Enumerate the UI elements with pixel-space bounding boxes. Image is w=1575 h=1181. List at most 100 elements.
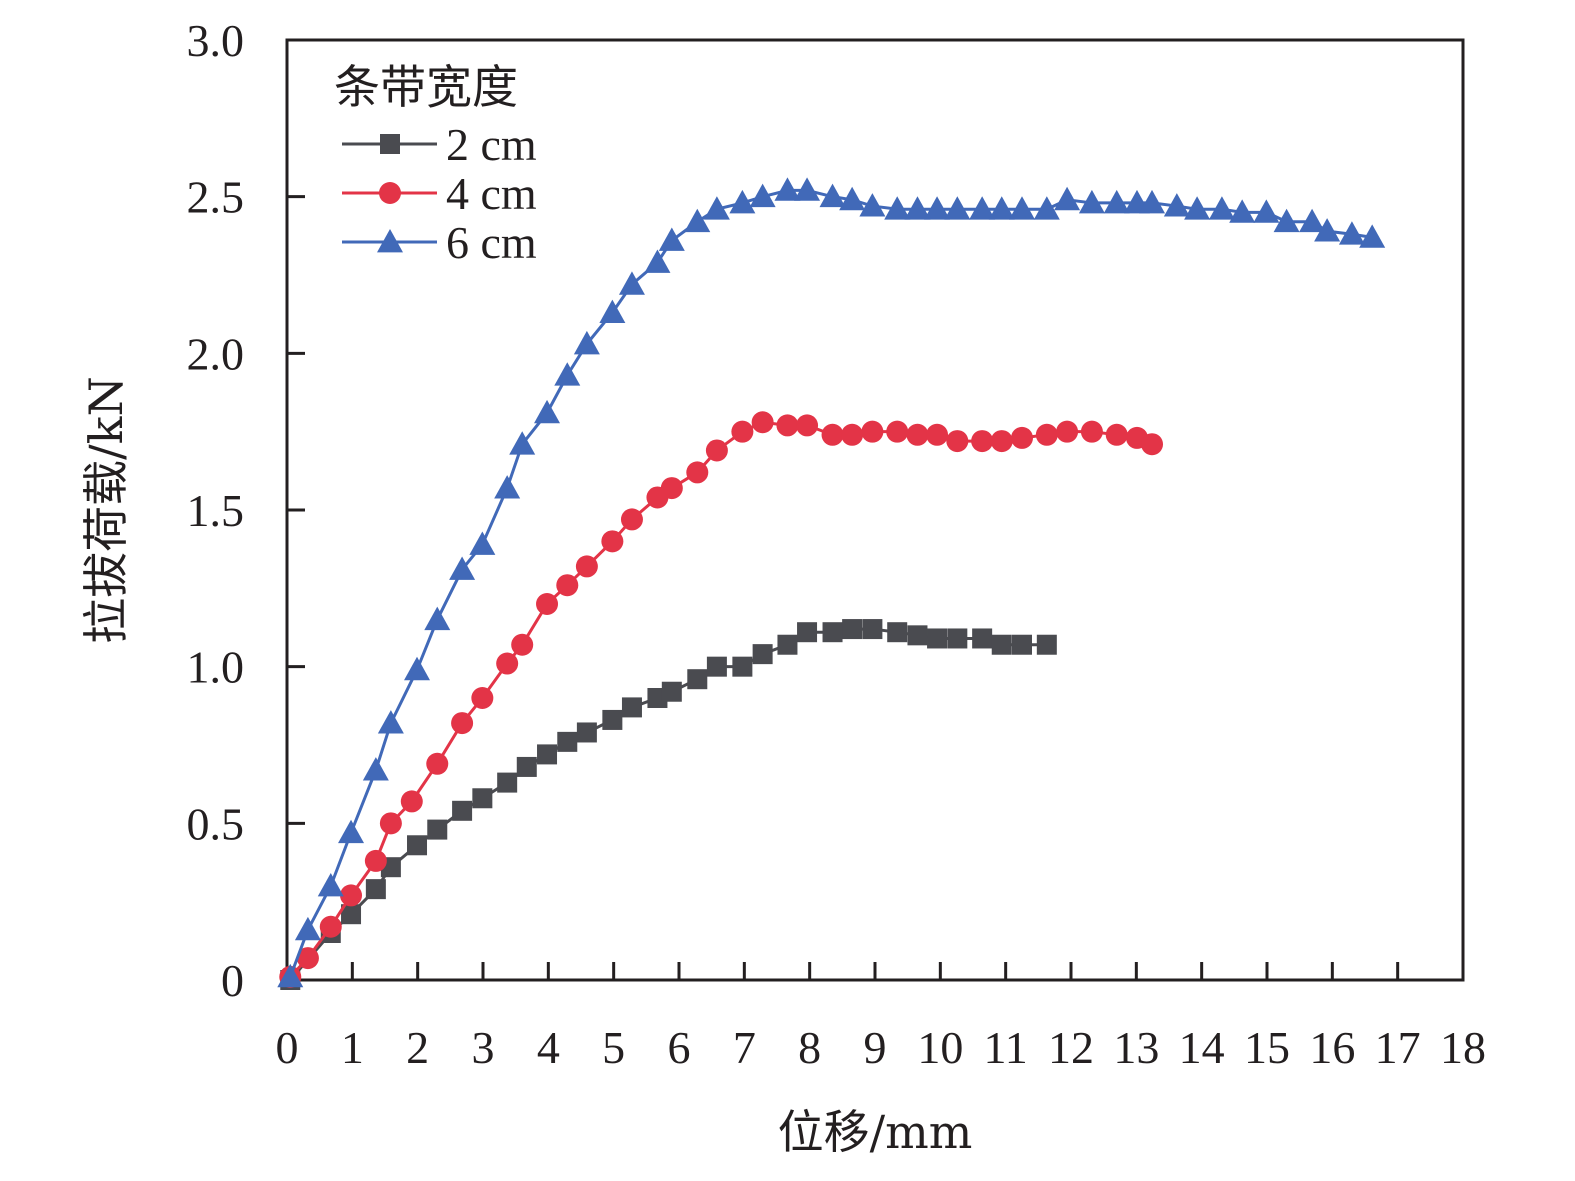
legend-item-2cm: 2 cm	[342, 119, 537, 170]
x-tick-label: 14	[1179, 1022, 1225, 1073]
data-point-4cm	[686, 461, 709, 484]
data-point-4cm	[946, 430, 969, 453]
series-6cm	[277, 177, 1386, 988]
data-point-4cm	[471, 687, 494, 709]
data-point-2cm	[365, 879, 386, 900]
data-point-4cm	[1105, 423, 1128, 446]
data-point-6cm	[944, 196, 971, 220]
data-point-2cm	[497, 772, 518, 793]
data-point-4cm	[511, 633, 534, 656]
data-point-4cm	[821, 423, 844, 446]
x-tick-label: 7	[733, 1022, 756, 1073]
x-tick-label: 9	[864, 1022, 887, 1073]
data-point-4cm	[1056, 420, 1079, 443]
data-point-2cm	[797, 622, 818, 643]
legend-marker	[380, 134, 400, 154]
data-point-6cm	[703, 196, 730, 220]
data-point-2cm	[1012, 634, 1032, 655]
x-tick-label: 5	[602, 1022, 625, 1073]
data-point-6cm	[449, 556, 476, 580]
data-point-2cm	[947, 628, 968, 649]
data-point-6cm	[317, 873, 344, 897]
data-point-6cm	[362, 757, 389, 781]
x-tick-label: 1	[341, 1022, 364, 1073]
data-point-6cm	[774, 177, 801, 201]
data-point-6cm	[469, 531, 496, 555]
data-point-2cm	[661, 681, 682, 702]
data-point-2cm	[907, 625, 928, 646]
data-point-4cm	[660, 477, 683, 500]
data-point-6cm	[618, 271, 645, 295]
data-point-6cm	[573, 330, 600, 355]
data-point-4cm	[886, 420, 909, 443]
data-point-2cm	[602, 709, 623, 730]
data-point-4cm	[426, 752, 449, 775]
data-point-6cm	[1163, 193, 1190, 217]
y-tick-label: 3.0	[187, 15, 245, 66]
data-point-2cm	[537, 744, 558, 765]
data-point-2cm	[621, 697, 642, 718]
series-line-6cm	[288, 188, 1373, 978]
data-point-2cm	[927, 628, 948, 649]
x-tick-label: 10	[917, 1022, 963, 1073]
data-point-4cm	[496, 652, 519, 675]
data-point-6cm	[1299, 208, 1326, 233]
x-axis-ticks: 0 1 2 3 4 5 6 7 8 9 10 11 12 13 14 15 16 17 18	[276, 962, 1486, 1073]
data-point-6cm	[969, 196, 996, 220]
legend-label: 6 cm	[446, 217, 537, 268]
data-point-6cm	[1253, 199, 1280, 223]
series-4cm	[279, 411, 1164, 988]
data-point-6cm	[988, 196, 1015, 220]
data-point-6cm	[794, 177, 821, 201]
data-point-6cm	[599, 299, 626, 323]
y-tick-label: 2.0	[187, 328, 245, 379]
x-tick-label: 4	[537, 1022, 560, 1073]
y-tick-label: 0	[221, 955, 244, 1006]
data-point-2cm	[706, 656, 727, 677]
data-point-4cm	[379, 812, 402, 835]
data-point-4cm	[731, 420, 754, 443]
data-point-4cm	[536, 593, 559, 615]
data-point-4cm	[1080, 420, 1103, 443]
data-point-2cm	[887, 622, 908, 643]
data-point-4cm	[319, 915, 342, 938]
data-point-2cm	[557, 731, 578, 752]
legend-title: 条带宽度	[334, 60, 518, 114]
data-point-2cm	[972, 628, 993, 649]
data-point-6cm	[924, 196, 951, 220]
x-tick-label: 15	[1244, 1022, 1290, 1073]
data-point-6cm	[904, 196, 931, 220]
data-point-6cm	[494, 475, 521, 499]
data-point-4cm	[364, 849, 387, 872]
legend: 条带宽度 2 cm4 cm6 cm	[334, 60, 537, 268]
data-point-6cm	[684, 208, 711, 233]
data-point-6cm	[839, 186, 866, 211]
data-point-6cm	[1314, 218, 1341, 242]
data-point-6cm	[749, 183, 776, 208]
data-point-2cm	[427, 819, 448, 840]
data-point-2cm	[472, 788, 493, 809]
data-point-4cm	[575, 555, 598, 578]
series-2cm	[280, 619, 1057, 990]
data-point-2cm	[732, 656, 753, 677]
y-tick-label: 2.5	[187, 172, 245, 223]
series-line-4cm	[289, 420, 1153, 978]
data-point-4cm	[971, 430, 994, 453]
legend-item-4cm: 4 cm	[342, 168, 537, 219]
x-tick-label: 16	[1309, 1022, 1355, 1073]
data-point-6cm	[1338, 221, 1365, 245]
data-point-4cm	[400, 790, 423, 813]
data-point-6cm	[424, 606, 451, 631]
data-point-2cm	[576, 722, 597, 743]
data-point-6cm	[1359, 224, 1386, 248]
x-axis-title: 位移/mm	[778, 1105, 973, 1159]
data-point-2cm	[862, 619, 883, 640]
data-point-6cm	[859, 193, 886, 217]
x-tick-label: 8	[798, 1022, 821, 1073]
data-point-4cm	[1011, 426, 1033, 449]
data-point-6cm	[554, 362, 581, 386]
x-tick-label: 12	[1048, 1022, 1094, 1073]
legend-label: 4 cm	[446, 168, 537, 219]
y-axis-title: 拉拔荷载/kN	[79, 376, 133, 644]
